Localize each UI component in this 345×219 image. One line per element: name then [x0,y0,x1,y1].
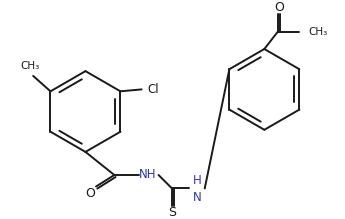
Text: H: H [193,175,201,187]
Text: CH₃: CH₃ [21,61,40,71]
Text: NH: NH [139,168,157,180]
Text: O: O [274,1,284,14]
Text: CH₃: CH₃ [308,27,328,37]
Text: O: O [85,187,95,200]
Text: Cl: Cl [147,83,159,96]
Text: S: S [168,206,176,219]
Text: N: N [193,191,201,204]
